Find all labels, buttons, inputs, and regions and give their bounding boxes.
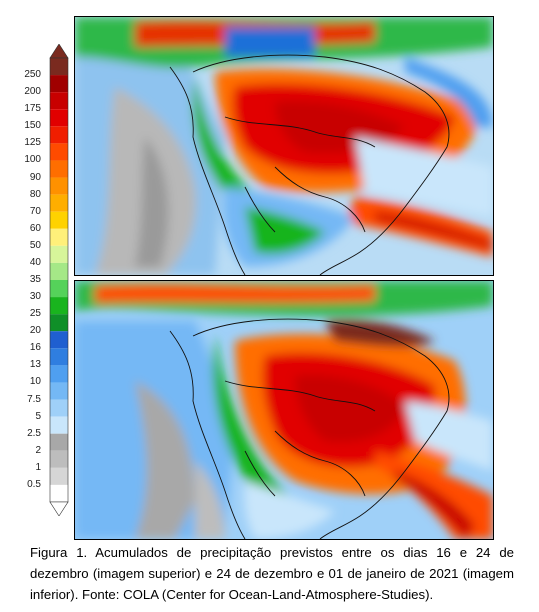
colorbar-tick-label: 250: [24, 69, 41, 81]
colorbar-segment: [50, 484, 68, 502]
colorbar-tick-label: 13: [29, 359, 41, 371]
colorbar-tick-label: 40: [29, 256, 41, 268]
colorbar-tick-label: 30: [29, 291, 41, 303]
colorbar-tick-label: 16: [29, 342, 41, 354]
colorbar-bottom-arrow: [49, 501, 69, 516]
colorbar-tick-label: 2.5: [27, 427, 41, 439]
colorbar-tick-label: 35: [29, 274, 41, 285]
colorbar-tick-label: 2: [35, 444, 41, 456]
colorbar-segment: [50, 467, 68, 485]
colorbar-tick-label: 50: [29, 239, 41, 251]
colorbar-segment: [50, 262, 68, 280]
colorbar-segment: [50, 416, 68, 434]
colorbar-segment: [50, 348, 68, 366]
colorbar-tick-label: 0.5: [27, 478, 41, 490]
colorbar-segment: [50, 331, 68, 349]
colorbar-segment: [50, 211, 68, 229]
colorbar-segment: [50, 160, 68, 178]
colorbar-segment: [50, 177, 68, 195]
colorbar-top-arrow: [49, 44, 69, 59]
colorbar-segment: [50, 280, 68, 298]
colorbar-tick-label: 100: [24, 154, 41, 166]
colorbar-tick-label: 10: [29, 376, 41, 388]
colorbar-segment: [50, 109, 68, 127]
colorbar-segment: [50, 126, 68, 144]
colorbar-tick-label: 70: [29, 205, 41, 217]
colorbar-tick-label: 125: [24, 137, 41, 149]
precipitation-colorbar: [48, 44, 70, 516]
colorbar-tick-label: 20: [29, 325, 41, 337]
colorbar-tick-label: 80: [29, 188, 41, 200]
colorbar-segment: [50, 194, 68, 212]
colorbar-segment: [50, 58, 68, 76]
map-lower-dec24-jan01: [74, 280, 494, 540]
colorbar-segment: [50, 75, 68, 93]
colorbar-segment: [50, 143, 68, 161]
colorbar-tick-label: 25: [29, 308, 41, 320]
colorbar-segment: [50, 228, 68, 246]
colorbar-segment: [50, 245, 68, 263]
colorbar-tick-label: 5: [35, 410, 41, 422]
colorbar-segment: [50, 92, 68, 110]
colorbar-tick-label: 90: [29, 171, 41, 183]
figure-caption: Figura 1. Acumulados de precipitação pre…: [30, 545, 514, 602]
colorbar-tick-label: 1: [35, 461, 41, 473]
colorbar-segment: [50, 314, 68, 332]
colorbar-tick-label: 150: [24, 120, 41, 132]
colorbar-segment: [50, 382, 68, 400]
colorbar-segment: [50, 297, 68, 315]
colorbar-segment: [50, 365, 68, 383]
colorbar-tick-label: 7.5: [27, 393, 41, 405]
colorbar-segment: [50, 399, 68, 417]
colorbar-segment: [50, 433, 68, 451]
colorbar-tick-label: 175: [24, 103, 41, 115]
map-upper-dec16-24: [74, 16, 494, 276]
colorbar-segment: [50, 450, 68, 468]
colorbar-tick-label: 200: [24, 86, 41, 98]
colorbar-tick-label: 60: [29, 222, 41, 234]
